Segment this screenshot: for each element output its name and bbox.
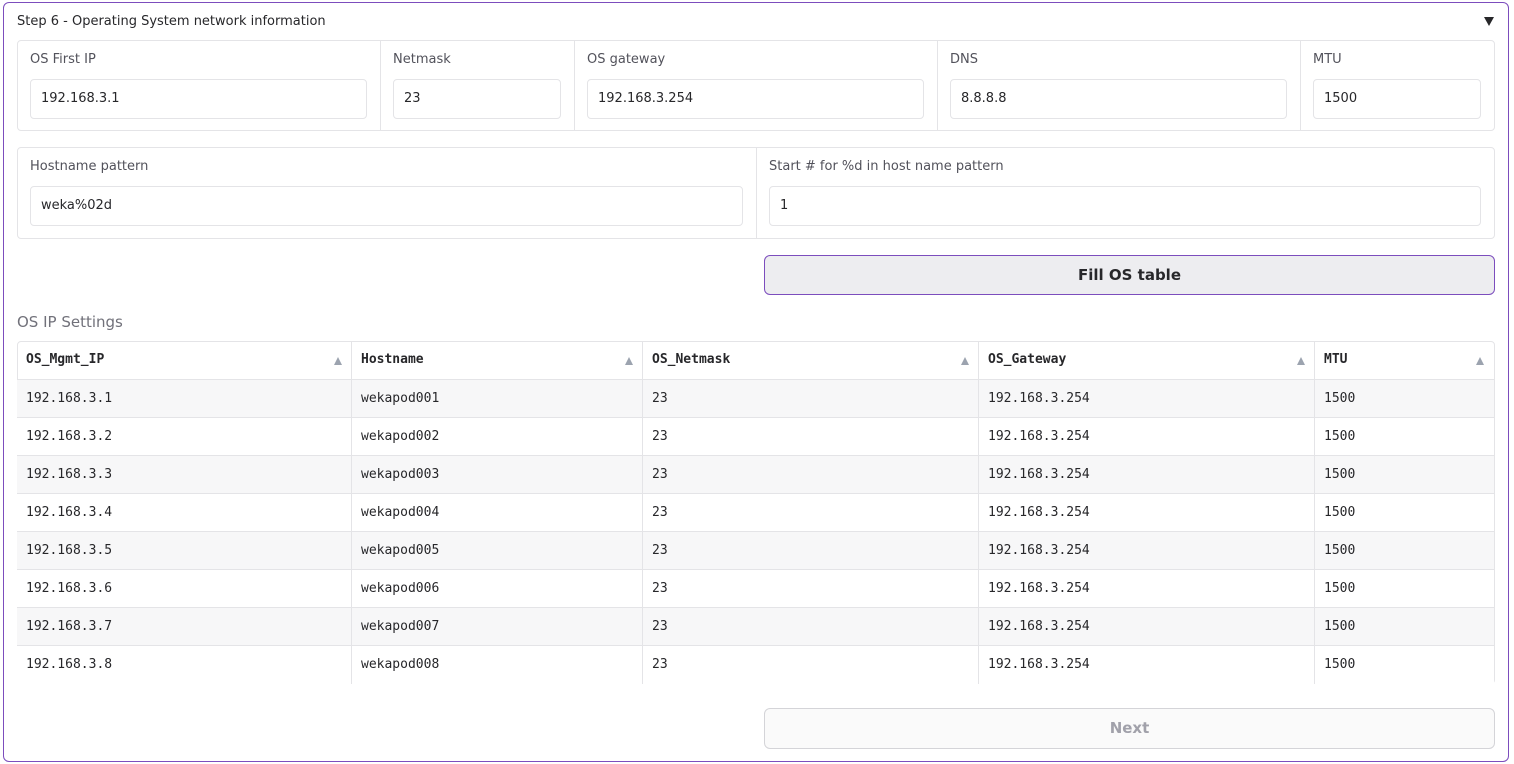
- text-input[interactable]: 23: [393, 79, 561, 119]
- table-cell[interactable]: 192.168.3.254: [979, 456, 1315, 494]
- column-header[interactable]: OS_Mgmt_IP: [17, 341, 352, 380]
- table-label: OS IP Settings: [17, 313, 123, 331]
- table-cell[interactable]: 192.168.3.1: [17, 380, 352, 418]
- column-header[interactable]: OS_Gateway: [979, 341, 1315, 380]
- text-input[interactable]: 8.8.8.8: [950, 79, 1287, 119]
- field-label: MTU: [1313, 52, 1342, 67]
- text-input[interactable]: 192.168.3.1: [30, 79, 367, 119]
- table-cell[interactable]: 1500: [1315, 532, 1494, 570]
- table-cell[interactable]: 23: [643, 608, 979, 646]
- fill-button[interactable]: Fill OS table: [764, 255, 1495, 295]
- next-button[interactable]: Next: [764, 708, 1495, 749]
- sort-icon[interactable]: [333, 356, 343, 366]
- table-cell[interactable]: 23: [643, 380, 979, 418]
- table-cell[interactable]: wekapod003: [352, 456, 643, 494]
- table-cell[interactable]: 192.168.3.254: [979, 494, 1315, 532]
- sort-icon[interactable]: [624, 356, 634, 366]
- text-input[interactable]: 1: [769, 186, 1481, 226]
- divider: [574, 40, 575, 131]
- table-cell[interactable]: 192.168.3.254: [979, 532, 1315, 570]
- sort-icon[interactable]: [1475, 356, 1485, 366]
- table-cell[interactable]: 192.168.3.254: [979, 418, 1315, 456]
- table-cell[interactable]: wekapod004: [352, 494, 643, 532]
- table-cell[interactable]: 192.168.3.3: [17, 456, 352, 494]
- column-header[interactable]: OS_Netmask: [643, 341, 979, 380]
- sort-icon[interactable]: [1296, 356, 1306, 366]
- divider: [380, 40, 381, 131]
- table-cell[interactable]: wekapod001: [352, 380, 643, 418]
- table-cell[interactable]: 192.168.3.254: [979, 570, 1315, 608]
- step-panel: [3, 2, 1509, 762]
- table-cell[interactable]: 192.168.3.4: [17, 494, 352, 532]
- table-cell[interactable]: 1500: [1315, 646, 1494, 684]
- table-cell[interactable]: 23: [643, 570, 979, 608]
- table-cell[interactable]: wekapod005: [352, 532, 643, 570]
- table-cell[interactable]: 192.168.3.254: [979, 608, 1315, 646]
- table-cell[interactable]: wekapod006: [352, 570, 643, 608]
- field-label: Netmask: [393, 52, 451, 67]
- table-cell[interactable]: 192.168.3.2: [17, 418, 352, 456]
- collapse-icon[interactable]: [1483, 15, 1495, 27]
- column-header[interactable]: MTU: [1315, 341, 1494, 380]
- field-label: Hostname pattern: [30, 159, 149, 174]
- table-cell[interactable]: 23: [643, 456, 979, 494]
- table-cell[interactable]: 1500: [1315, 570, 1494, 608]
- divider: [756, 147, 757, 239]
- table-cell[interactable]: 1500: [1315, 380, 1494, 418]
- field-label: OS gateway: [587, 52, 666, 67]
- table-cell[interactable]: 192.168.3.254: [979, 646, 1315, 684]
- table-cell[interactable]: 1500: [1315, 608, 1494, 646]
- field-label: OS First IP: [30, 52, 96, 67]
- table-cell[interactable]: wekapod007: [352, 608, 643, 646]
- table-cell[interactable]: 1500: [1315, 494, 1494, 532]
- table-cell[interactable]: 1500: [1315, 418, 1494, 456]
- table-cell[interactable]: 1500: [1315, 456, 1494, 494]
- divider: [937, 40, 938, 131]
- field-label: DNS: [950, 52, 978, 67]
- table-cell[interactable]: 192.168.3.5: [17, 532, 352, 570]
- sort-icon[interactable]: [960, 356, 970, 366]
- divider: [1300, 40, 1301, 131]
- text-input[interactable]: 1500: [1313, 79, 1481, 119]
- table-cell[interactable]: wekapod002: [352, 418, 643, 456]
- table-cell[interactable]: 192.168.3.254: [979, 380, 1315, 418]
- field-group: [17, 40, 1495, 131]
- table-cell[interactable]: 23: [643, 646, 979, 684]
- table-cell[interactable]: 23: [643, 494, 979, 532]
- table-cell[interactable]: 192.168.3.8: [17, 646, 352, 684]
- table-cell[interactable]: 192.168.3.7: [17, 608, 352, 646]
- table-cell[interactable]: 192.168.3.6: [17, 570, 352, 608]
- field-label: Start # for %d in host name pattern: [769, 159, 1004, 174]
- step-title[interactable]: Step 6 - Operating System network inform…: [17, 14, 326, 29]
- text-input[interactable]: weka%02d: [30, 186, 743, 226]
- column-header[interactable]: Hostname: [352, 341, 643, 380]
- text-input[interactable]: 192.168.3.254: [587, 79, 924, 119]
- table-cell[interactable]: 23: [643, 418, 979, 456]
- table-cell[interactable]: 23: [643, 532, 979, 570]
- table-cell[interactable]: wekapod008: [352, 646, 643, 684]
